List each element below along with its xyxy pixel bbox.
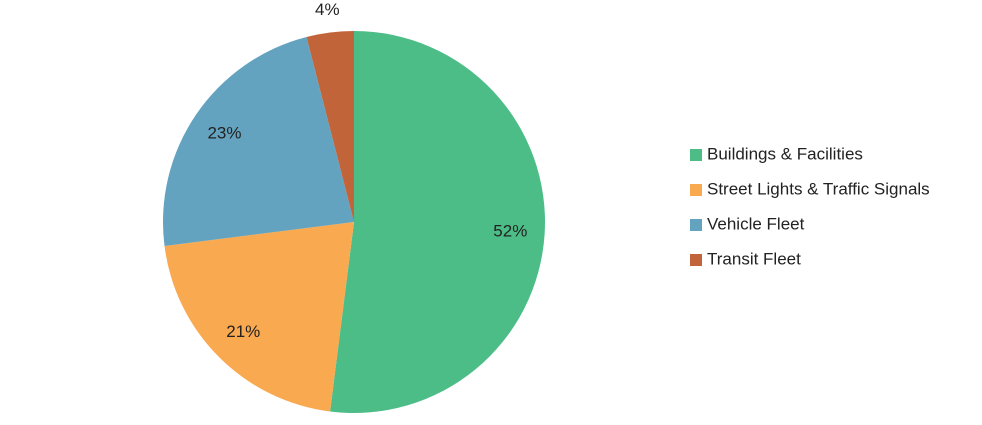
pie-slice xyxy=(306,31,354,222)
pie-slice xyxy=(163,37,354,246)
pie-slice xyxy=(330,31,546,413)
pie-slice xyxy=(164,222,354,412)
legend-label: Street Lights & Traffic Signals xyxy=(707,179,930,198)
legend-label: Buildings & Facilities xyxy=(707,144,863,163)
data-label: 23% xyxy=(207,123,241,142)
legend-swatch xyxy=(690,219,702,231)
legend-swatch xyxy=(690,149,702,161)
legend-swatch xyxy=(690,184,702,196)
legend-label: Transit Fleet xyxy=(707,249,801,268)
legend-label: Vehicle Fleet xyxy=(707,214,805,233)
data-label: 21% xyxy=(226,322,260,341)
data-label: 4% xyxy=(315,0,340,19)
data-label: 52% xyxy=(493,221,527,240)
legend-swatch xyxy=(690,254,702,266)
